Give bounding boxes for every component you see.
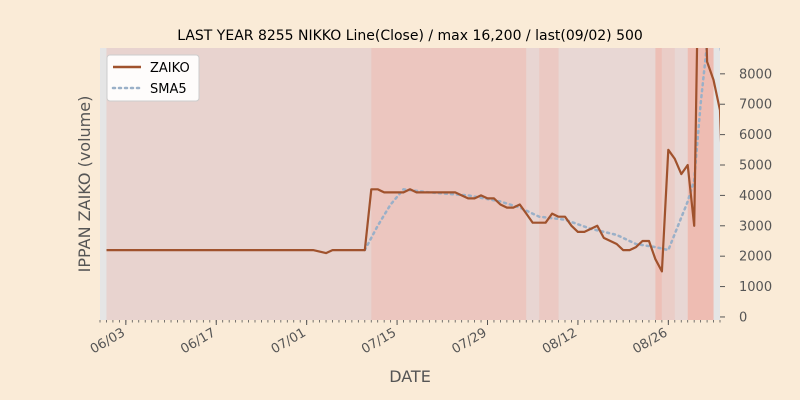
legend-zaiko-label: ZAIKO [150,61,190,76]
shaded-band-1 [371,48,527,320]
shaded-band-3 [539,48,559,320]
legend: ZAIKO SMA5 [106,54,200,102]
shaded-bands [106,48,714,320]
shaded-band-2 [526,48,540,320]
plot-area [100,48,720,320]
shaded-band-4 [558,48,656,320]
series-line-zaiko [106,48,720,273]
y-tick-label-0: 0 [739,310,747,325]
y-axis-label: IPPAN ZAIKO (volume) [75,96,94,273]
y-tick-label-5: 5000 [739,159,772,174]
shaded-band-7 [674,48,688,320]
y-tick-label-7: 7000 [739,98,772,113]
y-tick-label-1: 1000 [739,280,772,295]
y-tick-label-4: 4000 [739,189,772,204]
series-lines [106,48,720,273]
shaded-band-5 [655,48,662,320]
y-tick-label-6: 6000 [739,128,772,143]
y-axis: 0 1000 2000 3000 4000 5000 6000 7000 8000 [720,67,772,325]
x-axis-label: DATE [389,367,431,386]
chart-title: LAST YEAR 8255 NIKKO Line(Close) / max 1… [177,28,643,44]
y-tick-label-3: 3000 [739,219,772,234]
shaded-band-8 [687,48,714,320]
y-tick-label-8: 8000 [739,67,772,82]
shaded-band-6 [661,48,675,320]
y-tick-label-2: 2000 [739,250,772,265]
legend-sma5-label: SMA5 [150,82,187,97]
